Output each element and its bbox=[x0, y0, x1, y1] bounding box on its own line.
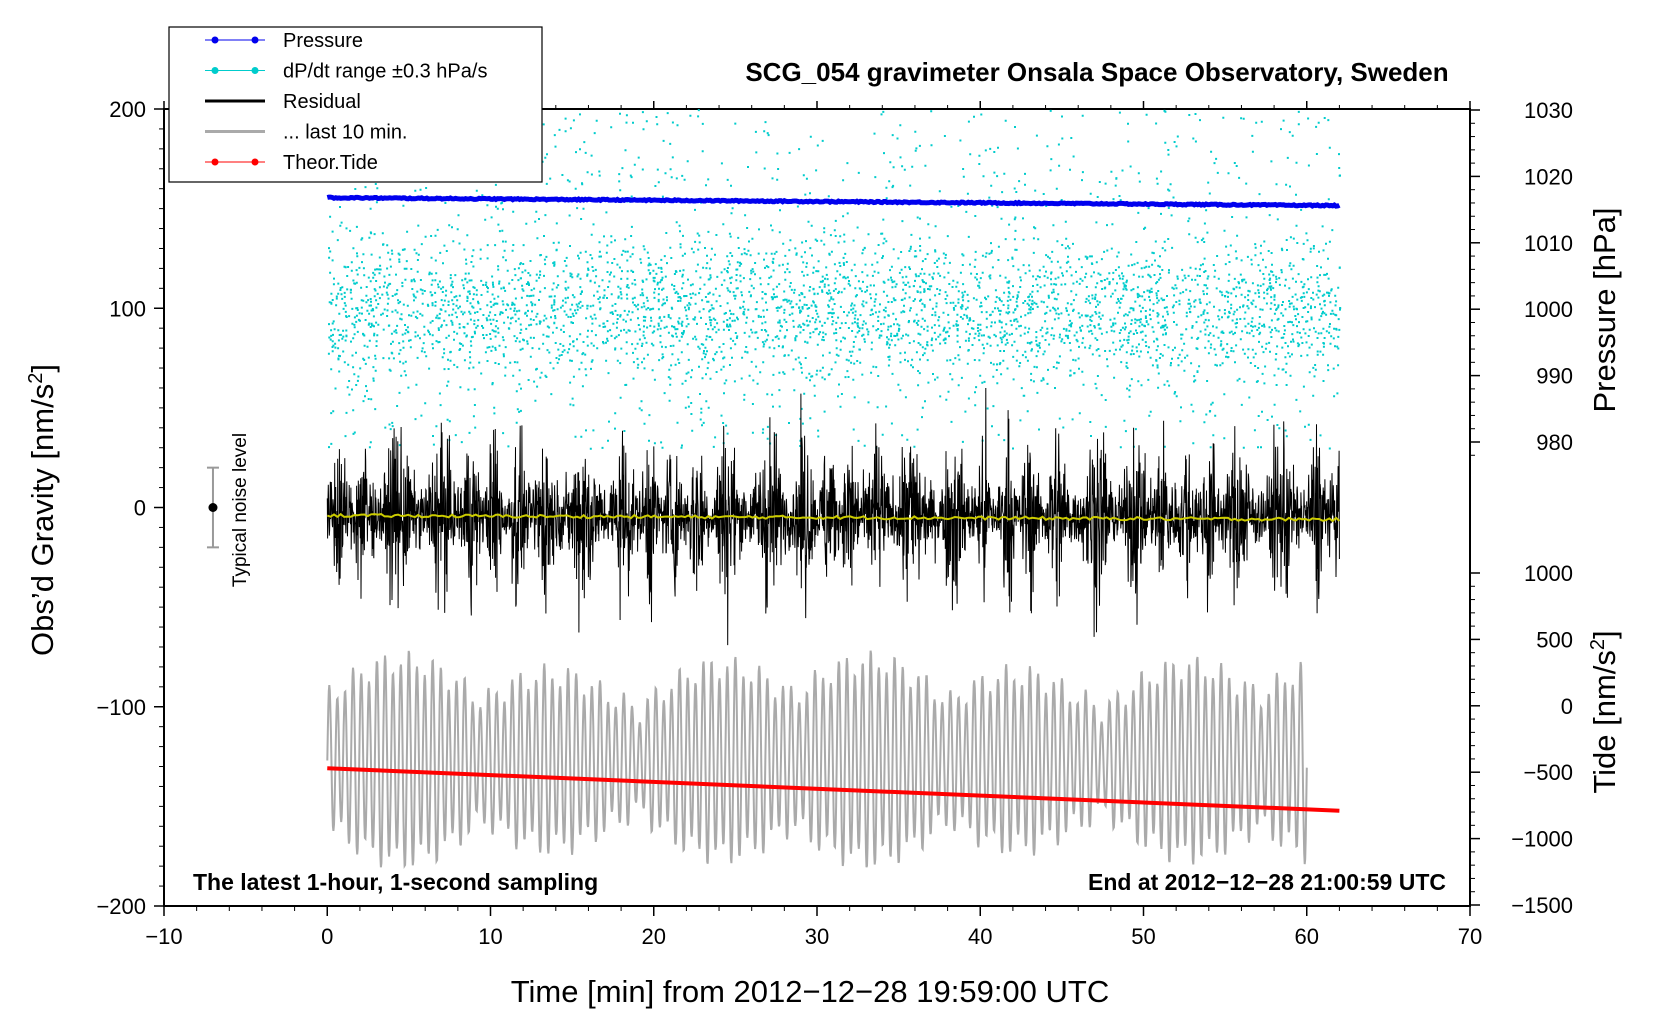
x-tick-label: 10 bbox=[478, 924, 502, 949]
pressure-line bbox=[326, 194, 1341, 209]
legend-box bbox=[168, 26, 543, 183]
annotation-sampling: The latest 1-hour, 1-second sampling bbox=[193, 869, 598, 895]
legend-label: dP/dt range ±0.3 hPa/s bbox=[283, 61, 487, 83]
pressure-tick-label: 1020 bbox=[1524, 164, 1573, 189]
annotation-end-time: End at 2012−12−28 21:00:59 UTC bbox=[1088, 869, 1446, 895]
y-axis-label-gravity-main: Obs’d Gravity [nm/s bbox=[25, 384, 60, 656]
y-axis-label-tide-main: Tide [nm/s bbox=[1587, 650, 1622, 794]
residual-mean-series bbox=[326, 512, 1341, 523]
y-axis-label-tide-close: ] bbox=[1587, 630, 1622, 639]
legend-marker bbox=[211, 67, 219, 74]
tide-tick-label: 1000 bbox=[1524, 561, 1573, 586]
x-tick-label: 20 bbox=[642, 924, 666, 949]
x-tick-label: 30 bbox=[805, 924, 829, 949]
y-axis-label-tide: Tide [nm/s2] bbox=[1587, 630, 1622, 793]
y-tick-label: −100 bbox=[96, 695, 146, 720]
y-axis-label-gravity: Obs’d Gravity [nm/s2] bbox=[25, 364, 60, 656]
y-tick-label: 200 bbox=[109, 97, 146, 122]
y-axis-label-gravity-sup: 2 bbox=[25, 373, 47, 384]
y-tick-label: 0 bbox=[134, 496, 146, 521]
tide-tick-label: −1000 bbox=[1511, 827, 1573, 852]
tide-line bbox=[327, 766, 1340, 813]
y-tick-label: 100 bbox=[109, 296, 146, 321]
legend-marker bbox=[211, 158, 219, 166]
pressure-tick-label: 990 bbox=[1536, 364, 1573, 389]
x-tick-label: 50 bbox=[1131, 924, 1155, 949]
y-tick-label: −200 bbox=[96, 894, 146, 919]
last-10-min-series bbox=[326, 650, 1308, 870]
legend-label: ... last 10 min. bbox=[283, 122, 408, 144]
pressure-tick-label: 1030 bbox=[1524, 98, 1573, 123]
noise-dot bbox=[208, 503, 218, 512]
legend-marker bbox=[211, 36, 219, 44]
x-tick-label: 70 bbox=[1458, 924, 1482, 949]
x-axis-label: Time [min] from 2012−12−28 19:59:00 UTC bbox=[511, 974, 1110, 1009]
residual-line bbox=[326, 387, 1340, 646]
noise-level-marker bbox=[206, 466, 219, 549]
left-y-axis-ticks: 200 100 0 −100 −200 bbox=[96, 97, 164, 919]
x-tick-label: 40 bbox=[968, 924, 992, 949]
legend-marker bbox=[251, 67, 259, 74]
legend-marker bbox=[251, 158, 259, 166]
tide-axis-ticks: 1000 500 0 −500 −1000 −1500 bbox=[1470, 561, 1573, 918]
legend-marker bbox=[251, 36, 259, 44]
x-tick-label: 0 bbox=[321, 924, 333, 949]
pressure-tick-label: 1000 bbox=[1524, 297, 1573, 322]
pressure-tick-label: 980 bbox=[1536, 430, 1573, 455]
pressure-axis-ticks: 1030 1020 1010 1000 990 980 bbox=[1470, 98, 1573, 456]
noise-level-label: Typical noise level bbox=[230, 433, 251, 587]
y-axis-label-pressure: Pressure [hPa] bbox=[1587, 207, 1622, 412]
legend-label: Pressure bbox=[283, 30, 363, 52]
y-axis-label-gravity-close: ] bbox=[25, 364, 60, 373]
residual-mean-line bbox=[326, 512, 1341, 523]
legend-label: Theor.Tide bbox=[283, 152, 378, 174]
y-axis-label-tide-sup: 2 bbox=[1587, 639, 1609, 650]
legend-label: Residual bbox=[283, 91, 361, 113]
last-10-min-line bbox=[326, 650, 1308, 870]
theoretical-tide-series bbox=[327, 766, 1340, 813]
tide-tick-label: −1500 bbox=[1511, 893, 1573, 918]
x-tick-label: −10 bbox=[145, 924, 182, 949]
tide-tick-label: −500 bbox=[1523, 760, 1573, 785]
legend: Pressure dP/dt range ±0.3 hPa/s Residual..… bbox=[168, 26, 543, 183]
pressure-tick-label: 1010 bbox=[1524, 231, 1573, 256]
tide-tick-label: 500 bbox=[1536, 627, 1573, 652]
pressure-series bbox=[326, 194, 1341, 209]
x-axis-ticks: −10 0 10 20 30 40 50 60 70 bbox=[145, 101, 1482, 949]
x-tick-label: 60 bbox=[1295, 924, 1319, 949]
residual-series bbox=[326, 387, 1340, 646]
tide-tick-label: 0 bbox=[1561, 694, 1573, 719]
chart-title: SCG_054 gravimeter Onsala Space Observat… bbox=[745, 57, 1448, 87]
